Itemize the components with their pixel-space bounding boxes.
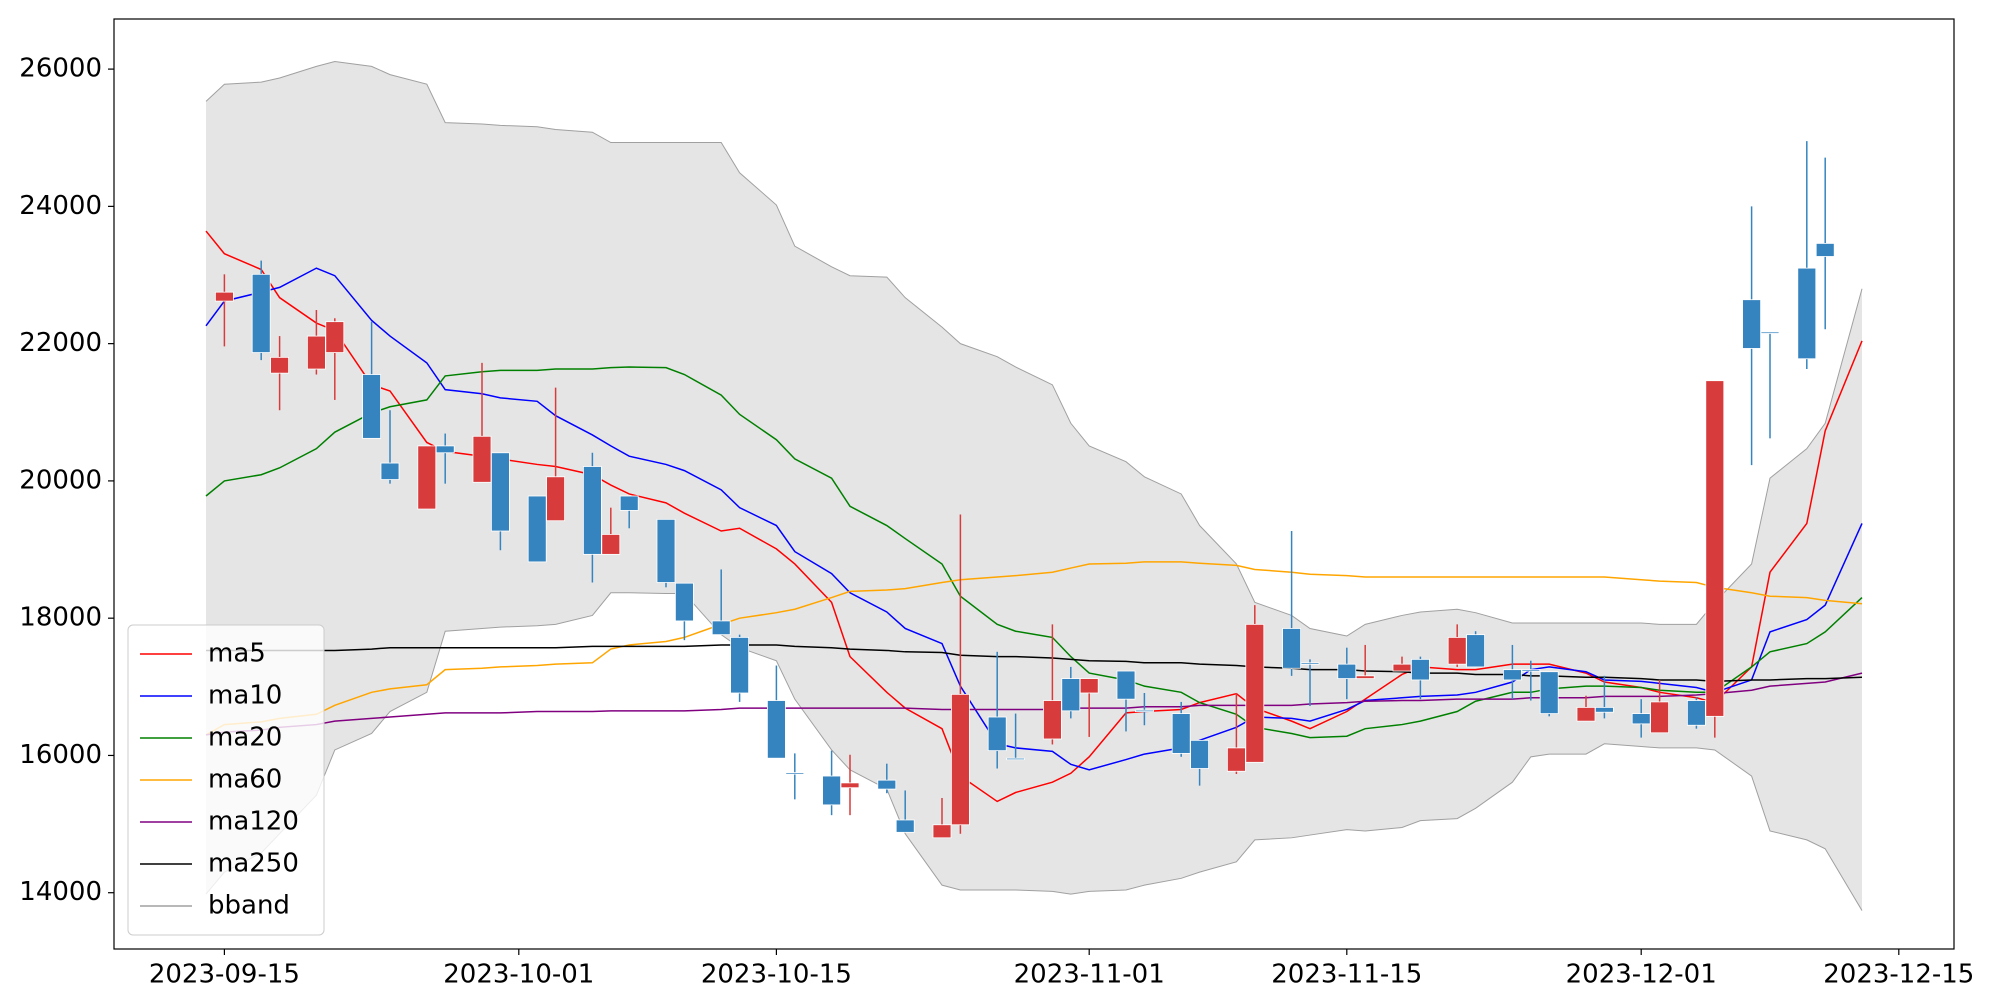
candle-body [951,693,970,826]
candle-body [1705,380,1725,717]
y-tick-label: 18000 [19,603,102,633]
band-lower [205,592,1863,911]
legend-label: ma60 [208,765,282,795]
candle-body [1061,678,1081,712]
candle-body [895,819,915,833]
candle-body [675,582,694,622]
candle-body [1466,634,1485,668]
candle-body [1521,669,1541,672]
ma-line [205,672,1863,736]
y-tick-label: 26000 [19,54,102,84]
y-tick-label: 16000 [19,740,102,770]
candle-body [767,700,786,759]
candle-body [1742,299,1761,349]
candle-body [380,462,400,480]
candle-body [1135,709,1154,713]
candle-body [270,356,290,374]
candle-body [1355,675,1375,679]
legend-label: bband [208,891,290,921]
candle-body [472,435,492,483]
candle-body [1245,623,1265,763]
candle-body [1300,662,1320,665]
band-upper [205,61,1863,637]
candle-body [1116,670,1136,700]
candle-body [1815,243,1835,257]
candle-body [1447,636,1467,665]
candle-body [932,824,952,839]
ma-line [205,267,1863,771]
candle-body [1760,331,1780,334]
candle-body [1282,628,1301,669]
candle-body [822,775,841,806]
candle-body [1043,700,1062,740]
candle-body [1503,669,1522,681]
y-tick-label: 20000 [19,465,102,495]
candle-body [1631,713,1651,725]
candle-body [1595,707,1614,713]
legend: ma5 ma10 ma20 ma60 ma120 ma250 bband [127,624,325,936]
candle-body [877,779,897,790]
candle-body [730,636,749,694]
candle-body [601,534,621,555]
candle-body [656,518,676,583]
x-tick-label: 2023-10-01 [443,960,594,990]
candle-body [1650,701,1669,734]
candle-body [1392,663,1412,672]
candle-body [1171,713,1191,754]
candle-body [325,321,345,353]
candle-body [1576,707,1596,722]
candle-body [1687,700,1706,726]
candle-body [619,495,639,511]
candle-body [711,620,731,636]
candle-body [1539,671,1559,714]
candle-body [490,452,510,532]
candle-body [987,716,1007,752]
x-tick-label: 2023-11-01 [1014,960,1165,990]
candle-body [1227,747,1246,772]
x-tick-label: 2023-09-15 [149,960,300,990]
candle-body [1411,658,1430,681]
candle-body [840,782,860,789]
candle-body [1079,678,1099,694]
y-tick-label: 22000 [19,328,102,358]
candle-body [417,445,437,510]
candle-body [214,291,234,302]
candle-body [306,335,326,370]
x-tick-label: 2023-10-15 [701,960,852,990]
legend-label: ma20 [208,723,282,753]
axes-frame [113,18,1955,950]
candle-body [527,495,547,563]
x-tick-label: 2023-11-15 [1271,960,1422,990]
candle-body [251,273,271,353]
y-tick-label: 14000 [19,877,102,907]
candle-body [435,445,455,454]
candle-body [1337,663,1357,679]
legend-label: ma5 [208,639,266,669]
legend-label: ma10 [208,681,282,711]
candle-body [583,466,602,555]
x-tick-label: 2023-12-01 [1566,960,1717,990]
candle-body [1797,267,1817,360]
legend-label: ma120 [208,807,299,837]
x-tick-label: 2023-12-15 [1823,960,1974,990]
candle-body [1190,739,1209,769]
candle-body [785,772,805,775]
y-tick-label: 24000 [19,191,102,221]
ma-line [205,561,1863,736]
legend-box [127,624,325,936]
candle-body [546,476,565,522]
legend-label: ma250 [208,849,299,879]
candle-body [362,374,382,439]
candle-body [1006,757,1025,761]
band-area [206,61,1862,911]
ma-line [206,644,1863,683]
ma-line [205,366,1863,739]
